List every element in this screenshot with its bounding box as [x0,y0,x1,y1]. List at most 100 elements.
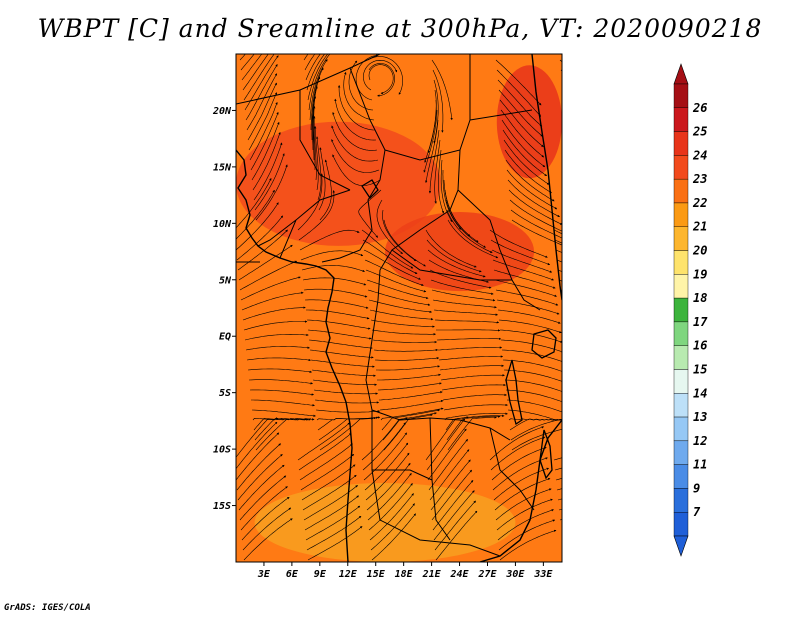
streamline [489,426,545,461]
streamline [561,80,562,81]
streamline [301,464,356,501]
streamline [432,299,497,309]
streamline [555,477,562,481]
streamline [510,209,562,239]
streamline [501,119,546,168]
streamline [243,320,308,331]
streamline [249,389,314,396]
streamline [371,513,416,561]
streamline [505,159,555,202]
lake-victoria [531,329,557,359]
streamline [309,349,374,359]
streamline [248,379,313,385]
colorbar-label: 24 [692,148,707,162]
streamline [306,54,326,91]
streamline [308,339,373,350]
lat-tick-label: 5S [219,388,231,399]
streamline [509,199,562,232]
streamline [301,265,365,273]
streamline [506,169,558,210]
streamline [377,382,442,391]
streamline [247,368,312,374]
streamline [559,289,562,292]
colorbar-segment [673,488,689,513]
streamline [437,346,503,351]
streamline [236,202,279,251]
streamline [236,443,281,491]
streamline [246,357,311,362]
map-area [236,54,562,562]
streamline [304,54,316,71]
streamline [498,519,556,551]
streamline [302,474,357,511]
colorbar-label: 19 [693,267,707,281]
streamline [254,153,285,211]
streamline [236,215,284,261]
streamline [503,139,550,185]
streamline [511,429,562,451]
streamline [303,288,368,298]
streamline [364,442,409,491]
streamline [496,69,542,117]
colorbar-segment [673,440,689,465]
streamline [306,309,370,320]
streamline [240,54,255,71]
streamline [343,71,375,121]
streamline [559,519,562,521]
streamline [428,259,489,283]
streamline [506,399,562,413]
colorbar-label: 22 [692,196,707,210]
colorbar-label: 20 [692,244,707,258]
streamline [553,229,562,235]
streamline [348,60,374,111]
streamline [447,219,499,259]
streamline [504,149,552,194]
streamline [508,189,562,225]
streamline [436,329,501,332]
streamline [297,422,351,461]
streamline [368,483,413,531]
streamline [423,109,438,173]
streamline [495,289,559,306]
streamline [444,412,508,421]
streamline [438,355,504,361]
streamline [440,374,505,381]
colorbar-segment [673,321,689,346]
colorbar-label: 14 [693,386,707,400]
streamline [307,526,363,561]
colorbar-label: 26 [692,101,707,115]
lon-tick-label: 3E [257,569,271,580]
streamline [559,59,562,63]
colorbar-label: 12 [693,434,707,448]
colorbar-label: 17 [693,315,708,329]
streamline [310,359,375,368]
streamline [302,277,367,286]
colorbar-label: 15 [693,362,707,376]
streamline [300,454,355,491]
streamline [358,189,382,238]
streamline [307,54,329,101]
streamline [554,467,562,471]
streamline [490,239,551,266]
streamline [432,479,474,531]
streamline [368,299,432,314]
streamline [556,259,562,263]
streamline [439,364,505,371]
streamline [239,260,298,291]
streamline [427,428,467,481]
streamline [425,229,477,268]
grads-credit: GrADS: IGES/COLA [4,603,91,613]
streamline [371,329,437,336]
streamline [331,139,380,173]
streamline [435,510,478,561]
colorbar-segment [673,369,689,394]
streamline [306,319,371,330]
streamline [431,469,472,521]
streamline [427,249,486,278]
streamline [362,239,418,274]
longitude-axis: 3E 6E 9E 12E 15E 18E 21E 24E 27E 30E 33E [257,562,553,580]
streamline [496,498,553,531]
streamline [368,64,394,95]
streamline [555,249,562,253]
streamline [244,333,309,341]
